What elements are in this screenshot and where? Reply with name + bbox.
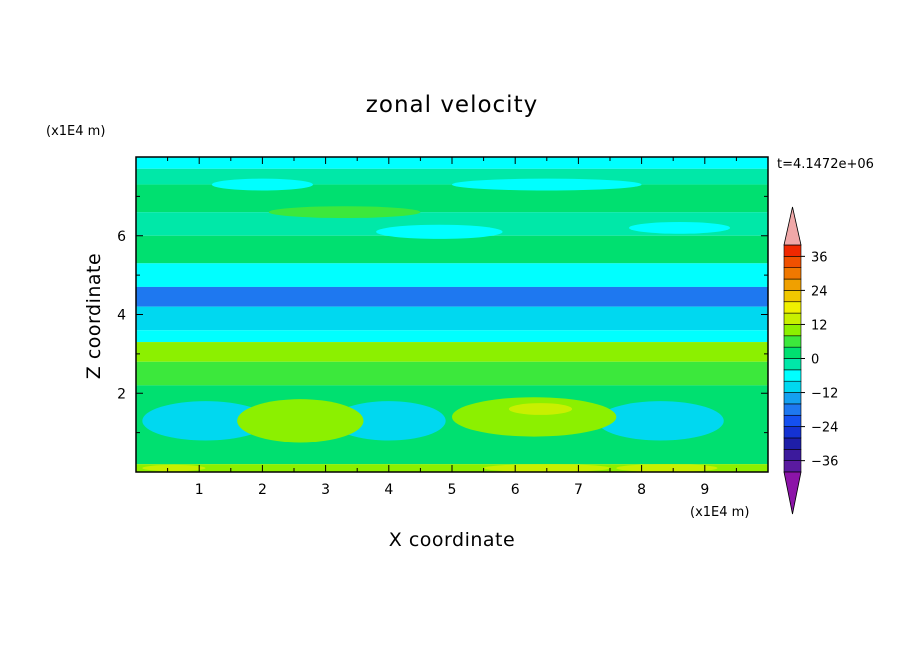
- velocity-band: [136, 342, 768, 362]
- colorbar-label: 0: [811, 353, 819, 368]
- velocity-cell: [142, 401, 269, 441]
- x-tick-label: 2: [258, 482, 267, 498]
- velocity-cell: [237, 399, 364, 443]
- colorbar-label: 24: [811, 284, 828, 299]
- colorbar-segment: [783, 346, 802, 359]
- colorbar-segment: [783, 324, 802, 337]
- colorbar-segment: [783, 312, 802, 325]
- colorbar-segment: [783, 290, 802, 303]
- velocity-cell: [142, 464, 206, 472]
- velocity-cell: [331, 401, 446, 441]
- x-tick-label: 8: [637, 482, 646, 498]
- colorbar-under-arrow: [783, 471, 802, 515]
- colorbar: 36 24 12 0 −12 −24 −36: [783, 206, 838, 515]
- colorbar-segment: [783, 426, 802, 439]
- velocity-cell: [452, 178, 642, 191]
- colorbar-label: −12: [811, 387, 838, 402]
- y-axis-title: Z coordinate: [83, 253, 105, 379]
- x-axis-ticks: 1 2 3 4 5 6 7 8 9: [167, 157, 737, 498]
- colorbar-over-arrow: [783, 206, 802, 246]
- colorbar-segment: [783, 460, 802, 473]
- x-tick-label: 5: [448, 482, 457, 498]
- velocity-cell: [211, 178, 313, 191]
- colorbar-segment: [783, 414, 802, 427]
- y-axis-ticks: 2 4 6: [117, 195, 768, 434]
- colorbar-label: −36: [811, 455, 838, 470]
- x-axis-title: X coordinate: [389, 529, 515, 551]
- velocity-cell: [376, 224, 503, 239]
- time-label: t=4.1472e+06: [777, 157, 874, 172]
- y-tick-label: 4: [117, 308, 126, 324]
- y-tick-label: 2: [117, 386, 126, 402]
- chart-title: zonal velocity: [366, 92, 538, 118]
- velocity-cell: [268, 206, 421, 219]
- colorbar-segment: [783, 278, 802, 291]
- colorbar-label: 36: [811, 250, 828, 265]
- x-tick-label: 9: [700, 482, 709, 498]
- velocity-band: [136, 361, 768, 386]
- x-tick-label: 1: [195, 482, 204, 498]
- velocity-band: [136, 306, 768, 331]
- colorbar-segment: [783, 358, 802, 371]
- colorbar-segment: [783, 244, 802, 257]
- x-unit-label: (x1E4 m): [690, 505, 749, 520]
- colorbar-segment: [783, 437, 802, 450]
- velocity-cell: [508, 403, 573, 415]
- y-unit-label: (x1E4 m): [46, 124, 105, 139]
- colorbar-segment: [783, 301, 802, 314]
- colorbar-segment: [783, 335, 802, 348]
- y-tick-label: 6: [117, 229, 126, 245]
- velocity-band: [136, 330, 768, 343]
- x-tick-label: 7: [574, 482, 583, 498]
- x-tick-label: 4: [384, 482, 393, 498]
- colorbar-segment: [783, 403, 802, 416]
- velocity-band: [136, 235, 768, 264]
- velocity-band: [136, 212, 768, 236]
- velocity-band: [136, 263, 768, 287]
- colorbar-segment: [783, 267, 802, 280]
- velocity-band: [136, 286, 768, 307]
- colorbar-label: 12: [811, 318, 828, 333]
- velocity-cell: [616, 464, 718, 472]
- colorbar-segment: [783, 369, 802, 382]
- colorbar-label: −24: [811, 421, 838, 436]
- velocity-cell: [451, 397, 617, 437]
- colorbar-segment: [783, 392, 802, 405]
- velocity-cell: [628, 221, 731, 234]
- colorbar-segment: [783, 380, 802, 393]
- velocity-cell: [597, 401, 724, 441]
- x-tick-label: 3: [321, 482, 330, 498]
- contour-field: [136, 157, 768, 472]
- x-tick-label: 6: [511, 482, 520, 498]
- colorbar-segment: [783, 256, 802, 269]
- colorbar-segment: [783, 448, 802, 461]
